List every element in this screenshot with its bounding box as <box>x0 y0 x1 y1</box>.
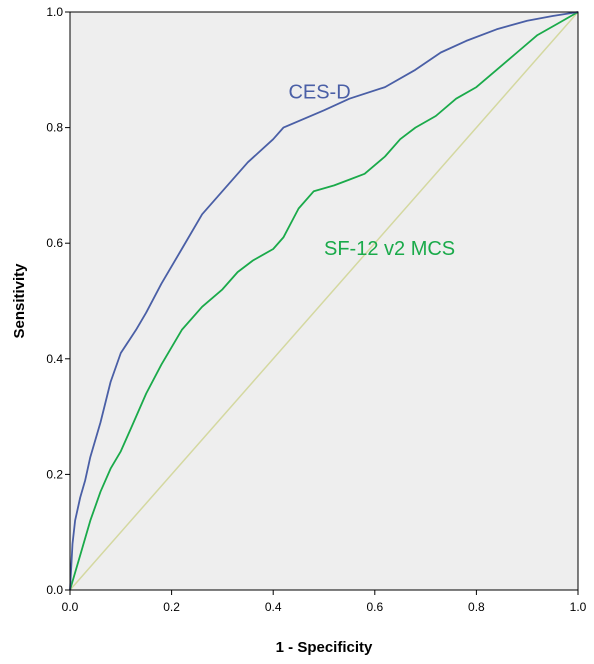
x-tick-label: 0.2 <box>163 600 180 614</box>
y-tick-label: 0.0 <box>46 583 63 597</box>
x-tick-label: 0.8 <box>468 600 485 614</box>
y-tick-label: 0.2 <box>46 467 63 481</box>
series-line-sf-12-v2-mcs <box>69 11 579 591</box>
x-axis: 0.0 0.2 0.4 0.6 0.8 1.0 <box>62 590 587 614</box>
x-tick-label: 0.6 <box>366 600 383 614</box>
plot-frame <box>69 11 579 591</box>
x-tick-label: 0.0 <box>62 600 79 614</box>
x-tick-label: 0.4 <box>265 600 282 614</box>
y-axis-title: Sensitivity <box>11 263 28 339</box>
x-tick-label: 1.0 <box>570 600 587 614</box>
y-tick-label: 0.4 <box>46 352 63 366</box>
x-axis-title: 1 - Specificity <box>276 639 373 656</box>
reference-diagonal-line <box>69 11 579 591</box>
y-tick-label: 0.6 <box>46 236 63 250</box>
annotation-layer: CES-D SF-12 v2 MCS <box>288 82 455 260</box>
series-annotation-label: CES-D <box>288 82 350 104</box>
y-tick-label: 0.8 <box>46 121 63 135</box>
series-line-ces-d <box>69 11 579 591</box>
y-axis: 0.0 0.2 0.4 0.6 0.8 1.0 <box>46 5 70 597</box>
y-tick-label: 1.0 <box>46 5 63 19</box>
series-annotation-label: SF-12 v2 MCS <box>324 238 455 260</box>
series-layer <box>69 11 579 591</box>
